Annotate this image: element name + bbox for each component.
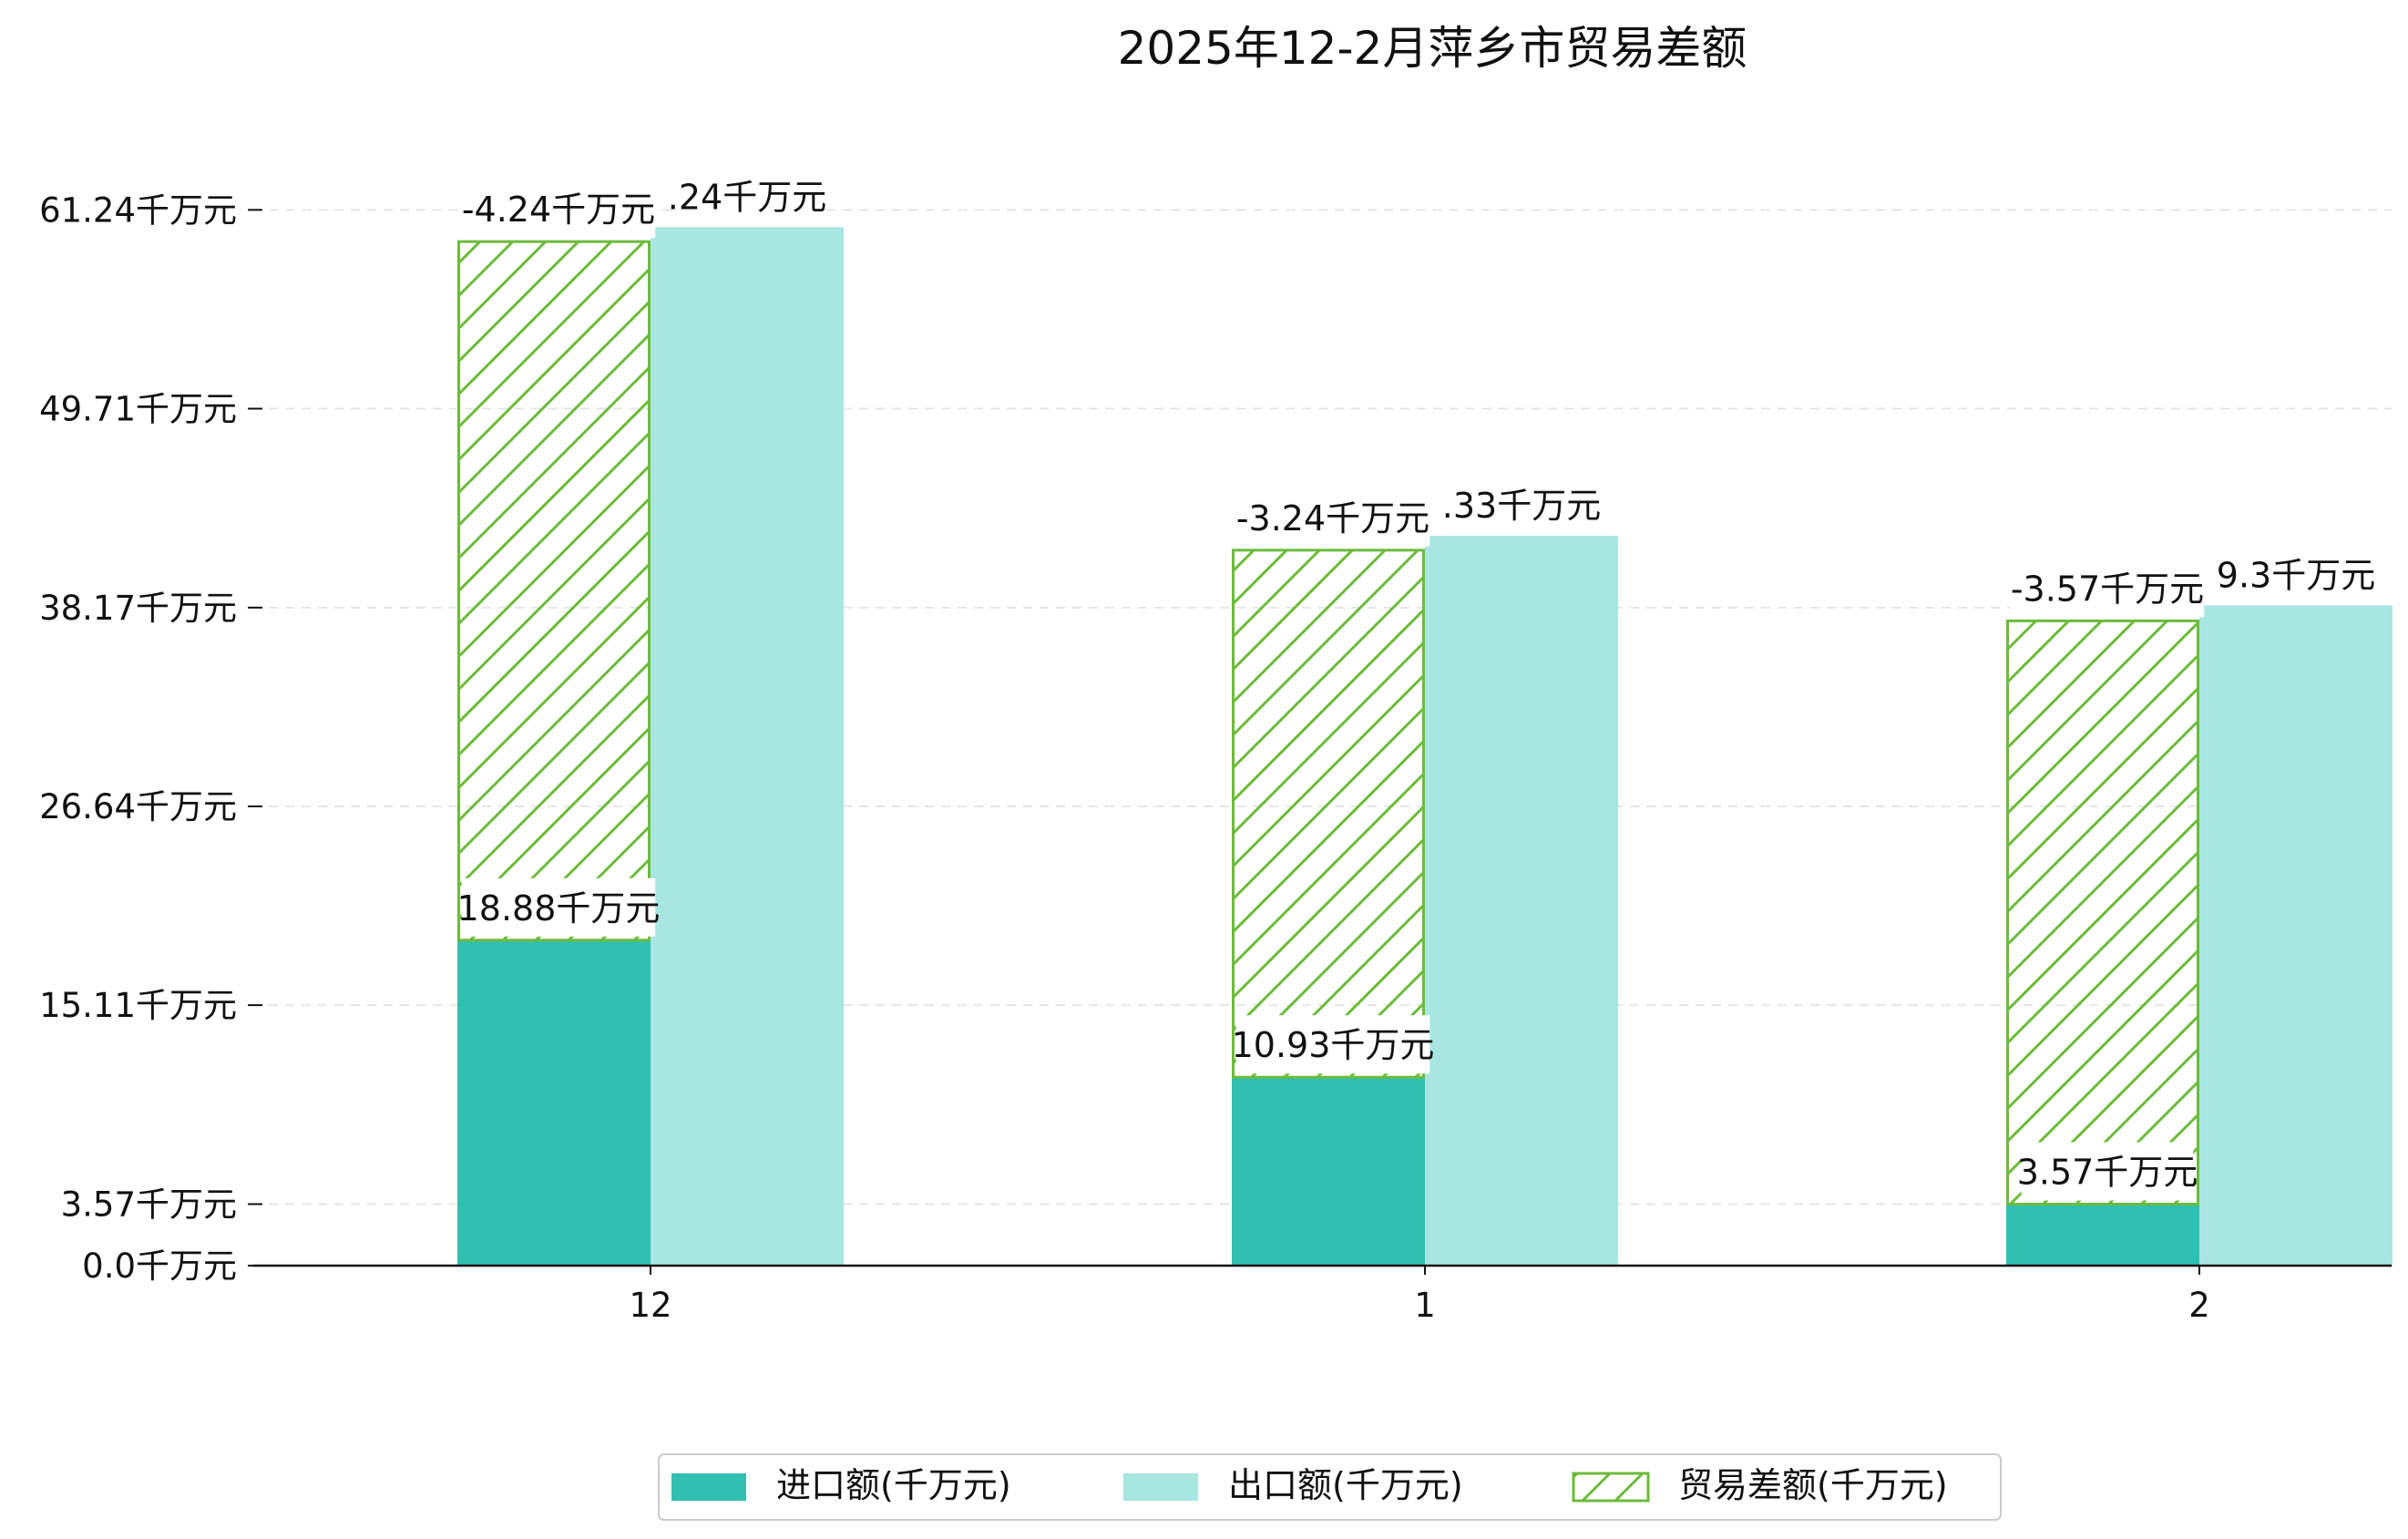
export-bar bbox=[1425, 536, 1618, 1266]
balance-value-label-bg bbox=[1235, 487, 1430, 547]
import-value-label-bg bbox=[461, 877, 656, 937]
export-value-label: 9.3千万元 bbox=[2217, 555, 2375, 595]
legend-balance-label: 贸易差额(千万元) bbox=[1678, 1465, 1948, 1505]
legend-balance-swatch bbox=[1572, 1472, 1650, 1503]
y-tick-label: 49.71千万元 bbox=[39, 389, 237, 428]
import-bar bbox=[2006, 1204, 2199, 1266]
x-axis: 12 1 2 bbox=[252, 1264, 2392, 1325]
chart-title: 2025年12-2月萍乡市贸易差额 bbox=[1118, 22, 1747, 75]
legend-import-label: 进口额(千万元) bbox=[776, 1465, 1011, 1505]
import-value-label: 3.57千万元 bbox=[2017, 1152, 2198, 1192]
import-value-label-bg bbox=[1235, 1015, 1430, 1074]
balance-bar bbox=[457, 240, 651, 942]
x-tick-label: 1 bbox=[1414, 1286, 1436, 1325]
export-value-label-bg bbox=[671, 167, 823, 226]
legend-export-label: 出口额(千万元) bbox=[1228, 1465, 1463, 1505]
y-tick-label: 15.11千万元 bbox=[39, 986, 237, 1025]
legend-export-swatch bbox=[1123, 1473, 1198, 1501]
y-tick-label: 3.57千万元 bbox=[61, 1185, 237, 1224]
balance-value-label: -3.24千万元 bbox=[1236, 498, 1429, 539]
export-value-label-bg bbox=[2220, 545, 2372, 604]
balance-value-label-bg bbox=[2010, 559, 2205, 618]
export-bar bbox=[651, 227, 844, 1267]
balance-bar bbox=[2006, 619, 2199, 1206]
legend-import-swatch bbox=[671, 1473, 746, 1501]
x-tick-label: 12 bbox=[629, 1286, 671, 1325]
y-axis: 0.0千万元 3.57千万元 15.11千万元 26.64千万元 38.17千万元 49.… bbox=[39, 190, 262, 1286]
y-tick-label: 0.0千万元 bbox=[82, 1247, 237, 1286]
balance-bar bbox=[1232, 549, 1425, 1079]
balance-value-label: -4.24千万元 bbox=[462, 190, 655, 230]
bars bbox=[457, 227, 2393, 1267]
y-tick-label: 38.17千万元 bbox=[39, 589, 237, 628]
y-tick-label: 61.24千万元 bbox=[39, 190, 237, 230]
export-value-label: .33千万元 bbox=[1442, 486, 1601, 526]
balance-value-label: -3.57千万元 bbox=[2011, 569, 2204, 609]
export-value-label-bg bbox=[1446, 476, 1597, 535]
legend-box bbox=[658, 1453, 2002, 1521]
export-value-label: .24千万元 bbox=[668, 177, 826, 217]
export-bar bbox=[2199, 605, 2393, 1266]
import-bar bbox=[457, 939, 651, 1266]
import-value-label: 10.93千万元 bbox=[1232, 1025, 1435, 1065]
balance-value-label-bg bbox=[461, 180, 656, 239]
data-labels: .24千万元 -4.24千万元 18.88千万元 .33千万元 -3.24千万元 10.9… bbox=[457, 167, 2375, 1201]
import-bar bbox=[1232, 1077, 1425, 1266]
import-value-label-bg bbox=[2021, 1142, 2194, 1201]
x-tick-label: 2 bbox=[2188, 1286, 2210, 1325]
y-tick-label: 26.64千万元 bbox=[39, 787, 237, 826]
legend: 进口额(千万元) 出口额(千万元) 贸易差额(千万元) bbox=[658, 1453, 2002, 1521]
import-value-label: 18.88千万元 bbox=[457, 888, 661, 929]
